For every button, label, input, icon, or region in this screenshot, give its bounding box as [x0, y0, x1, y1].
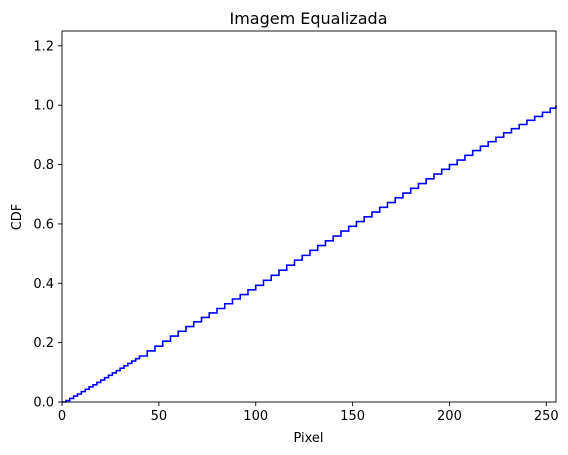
- x-tick-label: 50: [151, 409, 168, 424]
- plot-area: [61, 30, 557, 403]
- x-axis-ticks: 0 50 100 150 200 250: [58, 402, 559, 424]
- y-tick-label: 0.4: [33, 277, 54, 292]
- x-axis-label: Pixel: [293, 431, 323, 446]
- axes-frame: [61, 30, 557, 403]
- x-tick-label: 150: [340, 409, 365, 424]
- chart-title: Imagem Equalizada: [229, 9, 387, 28]
- cdf-line: [62, 105, 557, 403]
- y-tick-label: 1.0: [33, 99, 54, 114]
- y-tick-label: 1.2: [33, 39, 54, 54]
- y-tick-label: 0.0: [33, 396, 54, 411]
- y-axis-ticks: 0.0 0.2 0.4 0.6 0.8 1.0 1.2: [33, 39, 62, 411]
- y-tick-label: 0.2: [33, 336, 54, 351]
- x-tick-label: 0: [58, 409, 66, 424]
- x-tick-label: 200: [437, 409, 462, 424]
- x-tick-label: 250: [534, 409, 559, 424]
- y-tick-label: 0.8: [33, 158, 54, 173]
- y-axis-label: CDF: [10, 204, 25, 231]
- y-tick-label: 0.6: [33, 217, 54, 232]
- x-tick-label: 100: [243, 409, 268, 424]
